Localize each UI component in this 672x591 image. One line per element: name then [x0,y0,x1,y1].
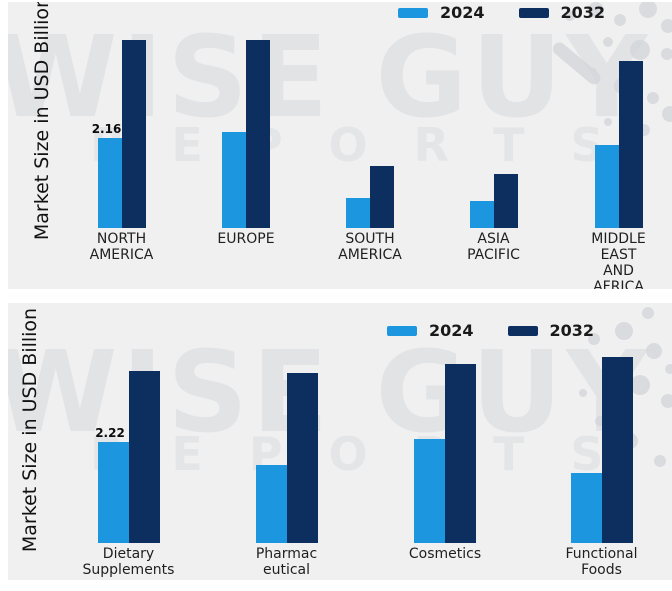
legend-label-2032: 2032 [560,3,606,22]
bar-2032-category-1 [286,373,318,543]
bar-value-label: 2.16 [91,122,122,136]
legend-swatch-2024 [387,326,417,336]
category-label: Dietary Supplements [82,546,175,579]
segment-market-chart-panel: WISE GUY REPORTS Market Size in USD Bill… [8,303,672,580]
legend: 2024 2032 [398,5,605,21]
legend: 2024 2032 [387,323,594,339]
legend-label-2024: 2024 [440,3,485,22]
category-label: EUROPE [217,231,275,247]
category-label: Cosmetics [408,546,482,562]
bar-2032-category-3 [601,357,633,543]
bar-2024-category-1 [255,465,287,543]
category-label: NORTH AMERICA [89,231,154,264]
bar-2032-category-1 [246,40,270,228]
bar-2024-category-2 [346,198,370,228]
bar-2024-category-2 [414,439,445,543]
bar-2024-category-1 [222,132,246,228]
bar-2024-category-4 [594,145,619,228]
category-label: ASIA PACIFIC [467,231,520,264]
regional-chart-plot-area: NORTH AMERICA EUROPE SOUTH AMERICA ASIA PAC… [8,2,672,289]
category-label: Functional Foods [565,546,638,579]
category-label: MIDDLE EAST AND AFRICA [591,231,646,289]
bar-2032-category-0 [121,40,146,228]
legend-label-2024: 2024 [429,321,474,340]
category-label: Pharmac eutical s [255,546,318,580]
legend-swatch-2024 [398,8,428,18]
legend-label-2032: 2032 [549,321,595,340]
bar-2024-category-3 [469,201,494,228]
legend-swatch-2032 [507,326,538,336]
bar-2024-category-0 [97,138,122,228]
bar-2032-category-3 [493,174,518,228]
bar-2032-category-2 [445,364,476,543]
segment-chart-plot-area: Dietary Supplements Pharmac eutical s Cosm… [8,303,672,580]
bar-value-label: 2.22 [95,426,125,440]
bar-2024-category-3 [570,473,602,543]
category-label: SOUTH AMERICA [338,231,402,264]
regional-market-chart-panel: WISE GUY REPORTS Market Size in USD Bill… [8,2,672,289]
legend-swatch-2032 [518,8,549,18]
bar-2032-category-4 [618,61,643,228]
bar-2032-category-0 [128,371,160,543]
bar-2032-category-2 [370,166,394,228]
bar-2024-category-0 [97,442,129,543]
